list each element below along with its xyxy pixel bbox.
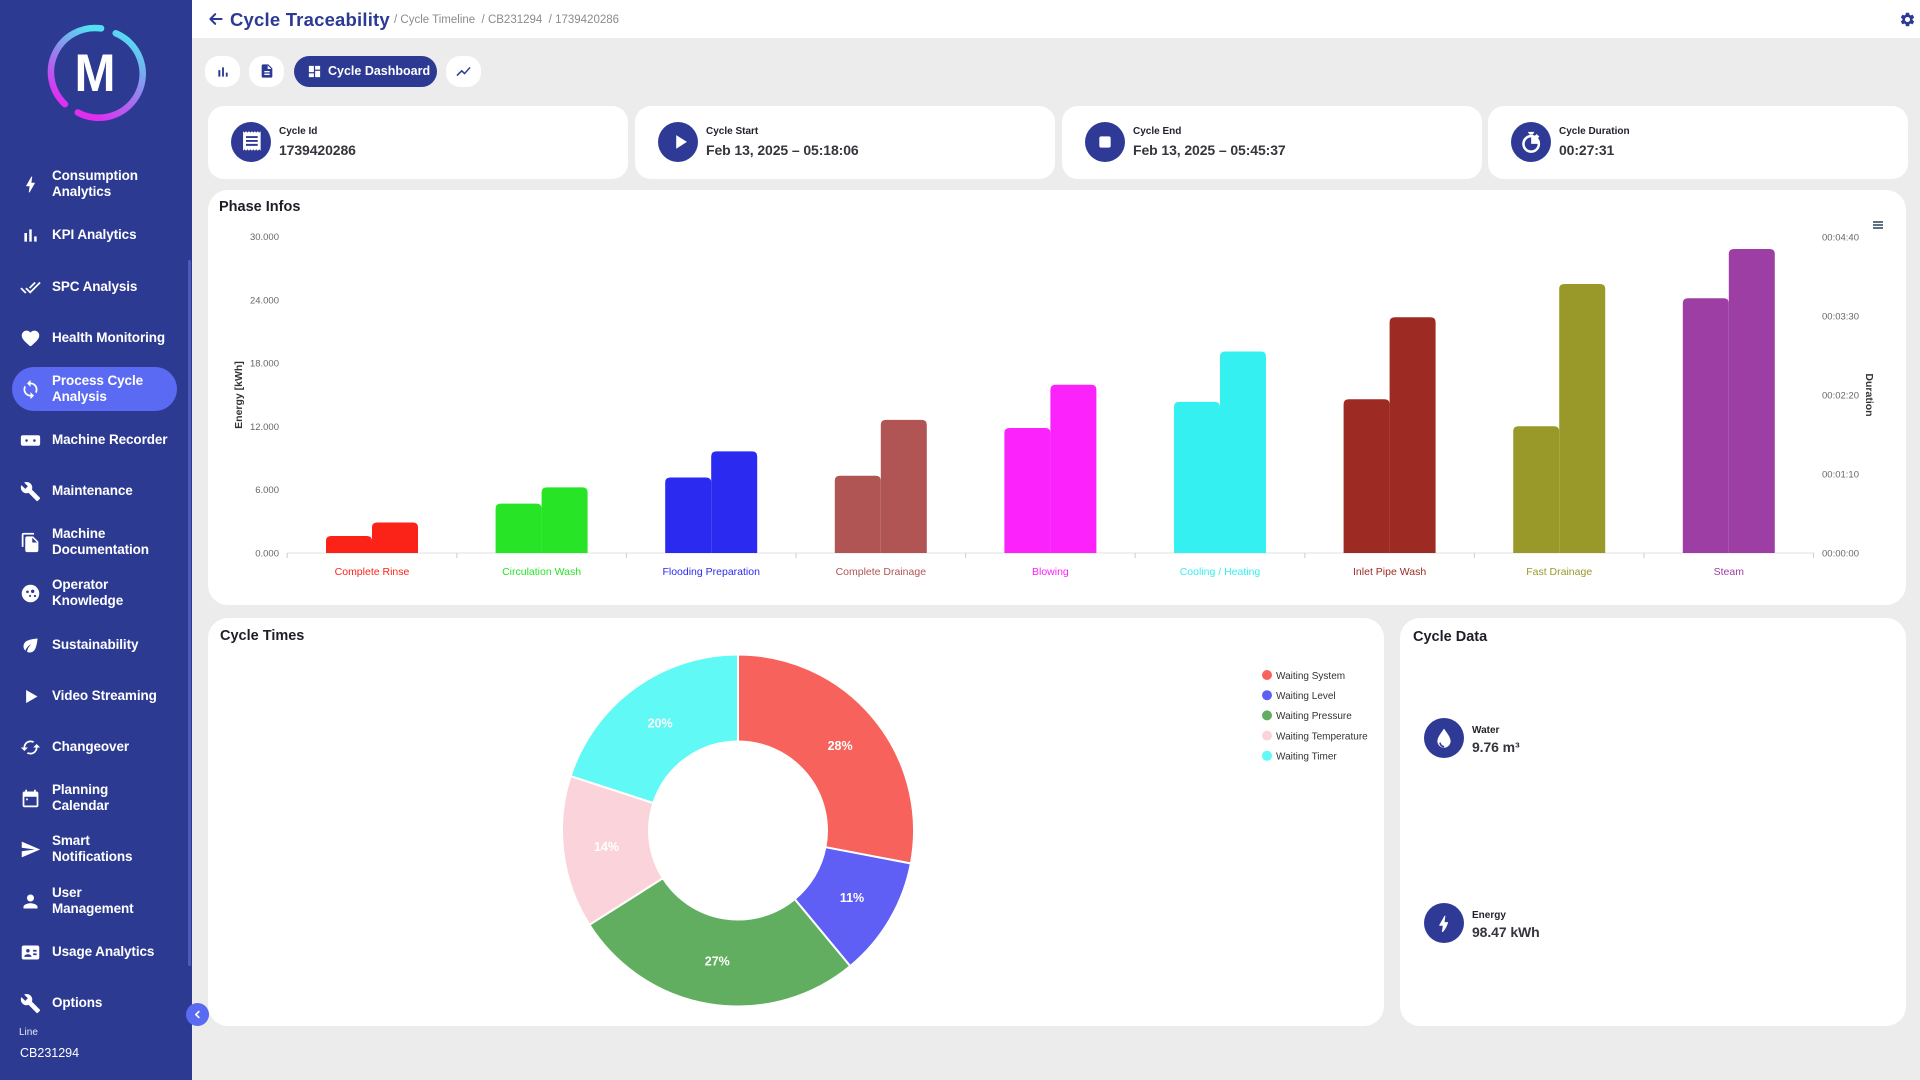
svg-text:Fast Drainage: Fast Drainage (1526, 566, 1592, 578)
svg-text:12.000: 12.000 (250, 422, 279, 433)
svg-text:27%: 27% (705, 954, 730, 968)
svg-text:Steam: Steam (1714, 566, 1745, 578)
svg-text:Complete Drainage: Complete Drainage (836, 566, 927, 578)
svg-text:20%: 20% (648, 716, 673, 730)
svg-text:14%: 14% (594, 840, 619, 854)
svg-text:Complete Rinse: Complete Rinse (335, 566, 410, 578)
svg-text:24.000: 24.000 (250, 295, 279, 306)
svg-text:Duration: Duration (1863, 373, 1875, 416)
svg-text:30.000: 30.000 (250, 232, 279, 243)
svg-text:Waiting Timer: Waiting Timer (1276, 752, 1337, 763)
svg-text:00:01:10: 00:01:10 (1822, 470, 1859, 481)
svg-text:00:03:30: 00:03:30 (1822, 312, 1859, 323)
svg-text:00:04:40: 00:04:40 (1822, 233, 1859, 244)
svg-text:Waiting Level: Waiting Level (1276, 691, 1336, 702)
svg-text:Flooding Preparation: Flooding Preparation (662, 566, 760, 578)
svg-text:18.000: 18.000 (250, 359, 279, 370)
svg-text:Blowing: Blowing (1032, 566, 1069, 578)
svg-text:Circulation Wash: Circulation Wash (502, 566, 581, 578)
svg-text:Cooling / Heating: Cooling / Heating (1180, 566, 1261, 578)
svg-text:28%: 28% (828, 739, 853, 753)
svg-text:00:02:20: 00:02:20 (1822, 391, 1859, 402)
svg-text:Energy [kWh]: Energy [kWh] (233, 361, 245, 429)
svg-text:Waiting Temperature: Waiting Temperature (1276, 731, 1368, 742)
svg-text:00:00:00: 00:00:00 (1822, 549, 1859, 560)
svg-text:Inlet Pipe Wash: Inlet Pipe Wash (1353, 566, 1426, 578)
svg-text:Waiting System: Waiting System (1276, 671, 1345, 682)
svg-text:0.000: 0.000 (255, 549, 279, 560)
svg-text:11%: 11% (840, 891, 864, 905)
svg-text:M: M (75, 44, 116, 103)
svg-text:Waiting Pressure: Waiting Pressure (1276, 711, 1352, 722)
svg-text:6.000: 6.000 (255, 485, 279, 496)
